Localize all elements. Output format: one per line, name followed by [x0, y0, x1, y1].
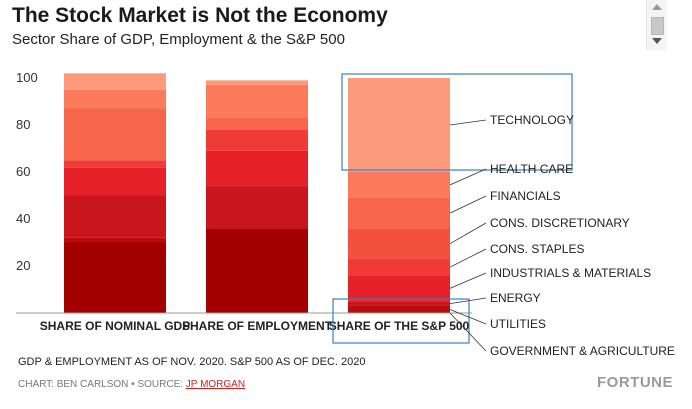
legend-leader-line	[449, 222, 487, 245]
bar-segment-health-care	[206, 85, 308, 118]
legend-label-health-care: HEALTH CARE	[490, 162, 573, 176]
category-label: SHARE OF THE S&P 500	[329, 319, 470, 333]
legend-leader-line	[449, 309, 487, 325]
y-tick-label: 60	[16, 164, 30, 179]
chart-subtitle: Sector Share of GDP, Employment & the S&…	[12, 31, 345, 48]
highlight-box-category	[332, 298, 470, 344]
bar-segment-health-care	[348, 172, 450, 198]
scroll-up-arrow-icon[interactable]	[652, 4, 662, 10]
legend-leader-line	[449, 119, 487, 126]
bar-segment-energy	[206, 186, 308, 229]
legend-label-government-agriculture: GOVERNMENT & AGRICULTURE	[490, 344, 675, 358]
bar-segment-government-agriculture	[206, 228, 308, 313]
chart-credit: CHART: BEN CARLSON • SOURCE: JP MORGAN	[18, 379, 245, 390]
category-label: SHARE OF EMPLOYMENT	[182, 319, 333, 333]
legend-label-industrials-materials: INDUSTRIALS & MATERIALS	[490, 266, 651, 280]
legend-leader-line	[449, 195, 487, 214]
bar-segment-utilities	[348, 305, 450, 313]
legend-label-cons-discretionary: CONS. DISCRETIONARY	[490, 216, 630, 230]
legend-label-cons-staples: CONS. STAPLES	[490, 242, 584, 256]
legend-leader-line	[449, 168, 487, 186]
legend-label-technology: TECHNOLOGY	[490, 113, 574, 127]
y-tick-label: 40	[16, 211, 30, 226]
bar-segment-cons-staples	[206, 129, 308, 151]
bar-segment-technology	[348, 78, 450, 172]
bar-segment-energy	[348, 301, 450, 306]
legend-label-energy: ENERGY	[490, 291, 541, 305]
legend-leader-line	[449, 297, 487, 304]
bar-segment-health-care	[64, 89, 166, 109]
bar-segment-technology	[206, 80, 308, 86]
highlight-box-segment	[341, 73, 573, 171]
bar-segment-financials	[64, 108, 166, 161]
bar-segment-cons-staples	[64, 160, 166, 168]
chart-title: The Stock Market is Not the Economy	[12, 4, 388, 27]
legend-leader-line	[449, 312, 487, 352]
scrollbar-thumb[interactable]	[651, 17, 664, 35]
legend-leader-line	[449, 272, 487, 289]
scroll-down-arrow-icon[interactable]	[652, 38, 662, 44]
source-link[interactable]: JP MORGAN	[185, 379, 246, 390]
bar-segment-financials	[348, 197, 450, 229]
bar-segment-cons-discretionary	[348, 228, 450, 259]
bar-segment-industrials-materials	[348, 275, 450, 302]
legend-leader-line	[449, 248, 487, 268]
bar-segment-technology	[64, 73, 166, 90]
legend-label-utilities: UTILITIES	[490, 317, 546, 331]
bar-segment-energy	[64, 195, 166, 238]
y-tick-label: 20	[16, 258, 30, 273]
y-tick-label: 80	[16, 117, 30, 132]
vertical-scrollbar[interactable]	[646, 0, 667, 50]
bar-segment-government-agriculture	[64, 242, 166, 313]
legend-label-financials: FINANCIALS	[490, 189, 561, 203]
bar-segment-financials	[206, 117, 308, 130]
fortune-logo: FORTUNE	[597, 374, 673, 391]
y-tick-label: 100	[16, 70, 38, 85]
bar-segment-industrials-materials	[206, 150, 308, 187]
bar-segment-industrials-materials	[64, 167, 166, 196]
bar-segment-utilities	[64, 237, 166, 243]
category-label: SHARE OF NOMINAL GDP	[40, 319, 190, 333]
data-date-note: GDP & EMPLOYMENT AS OF NOV. 2020. S&P 50…	[18, 356, 366, 368]
bar-segment-cons-staples	[348, 258, 450, 276]
credit-text: CHART: BEN CARLSON • SOURCE:	[18, 379, 186, 390]
